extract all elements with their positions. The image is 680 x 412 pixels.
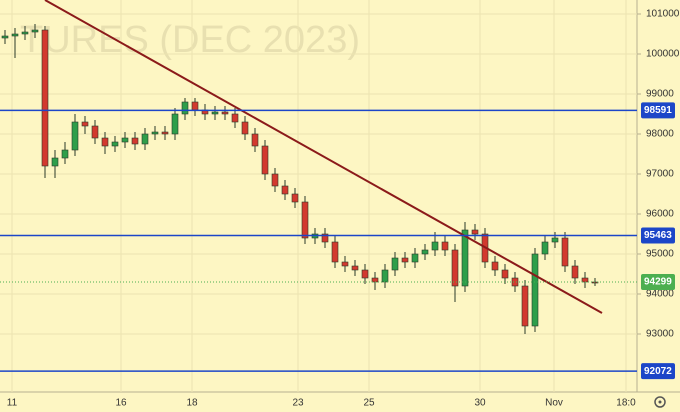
y-tick-label: 100000 [646, 49, 680, 60]
level-label: 95463 [644, 230, 672, 241]
candle-body [231, 113, 239, 123]
candle-body [21, 31, 29, 35]
candle-body [171, 113, 179, 135]
level-label: 92072 [644, 366, 672, 377]
y-tick-label: 95000 [646, 249, 674, 260]
x-tick-label: 18:0 [616, 398, 636, 409]
candle-body [51, 157, 59, 167]
level-label: 98591 [644, 105, 672, 116]
candle-body [571, 265, 579, 279]
candle-body [361, 269, 369, 279]
x-tick-label: 18 [186, 398, 198, 409]
candle-body [41, 29, 49, 167]
candle-body [61, 149, 69, 159]
candle-body [211, 111, 219, 115]
candle-body [581, 277, 589, 283]
y-tick-label: 99000 [646, 89, 674, 100]
candle-body [111, 141, 119, 147]
candle-body [531, 253, 539, 327]
candle-body [181, 101, 189, 115]
y-tick-label: 93000 [646, 329, 674, 340]
level-label-box [641, 102, 675, 119]
candle-body [91, 125, 99, 139]
candle-body [341, 261, 349, 267]
y-tick-label: 96000 [646, 209, 674, 220]
candle-body [441, 241, 449, 251]
settings-icon[interactable] [654, 396, 666, 408]
x-tick-label: Nov [545, 398, 563, 409]
candle-body [491, 261, 499, 271]
candle-body [251, 133, 259, 147]
last-price-box [641, 274, 675, 291]
candle-body [221, 111, 229, 115]
candle-body [431, 241, 439, 251]
candle-body [121, 137, 129, 143]
candle-body [501, 269, 509, 279]
candle-body [541, 241, 549, 255]
candle-body [261, 145, 269, 175]
x-tick-label: 11 [7, 398, 18, 409]
y-tick-label: 101000 [646, 9, 680, 20]
x-tick-label: 25 [363, 398, 375, 409]
candle-body [391, 257, 399, 271]
level-label-box [641, 227, 675, 244]
candle-body [161, 131, 169, 135]
candle-body [561, 237, 569, 267]
candle-body [521, 285, 529, 327]
level-label-box [641, 363, 675, 380]
candle-body [81, 121, 89, 127]
y-tick-label: 98000 [646, 129, 674, 140]
candle-body [241, 121, 249, 135]
x-tick-label: 30 [474, 398, 486, 409]
candle-body [191, 101, 199, 111]
candle-body [291, 193, 299, 203]
candle-body [451, 249, 459, 287]
candle-body [131, 137, 139, 145]
candle-body [511, 277, 519, 287]
candle-body [141, 133, 149, 145]
candle-body [11, 33, 19, 37]
candle-body [371, 277, 379, 283]
candle-body [301, 201, 309, 239]
candle-body [1, 35, 9, 39]
last-price-label: 94299 [644, 277, 672, 288]
candle-body [101, 137, 109, 147]
x-tick-label: 23 [292, 398, 304, 409]
x-tick-label: 16 [115, 398, 127, 409]
candle-body [271, 173, 279, 187]
candle-body [331, 241, 339, 263]
candle-body [461, 229, 469, 287]
candle-body [321, 233, 329, 243]
y-tick-label: 94000 [646, 289, 674, 300]
candle-body [351, 265, 359, 271]
candle-body [421, 249, 429, 255]
y-tick-label: 97000 [646, 169, 674, 180]
candle-body [551, 237, 559, 243]
candle-body [471, 229, 479, 235]
candle-body [381, 269, 389, 283]
trendline [44, 0, 603, 314]
candle-body [401, 257, 409, 263]
candle-body [31, 29, 39, 33]
candle-body [151, 131, 159, 135]
candle-body [411, 253, 419, 263]
candle-body [71, 121, 79, 151]
watermark: TURES (DEC 2023) [20, 19, 360, 61]
candle-body [281, 185, 289, 195]
